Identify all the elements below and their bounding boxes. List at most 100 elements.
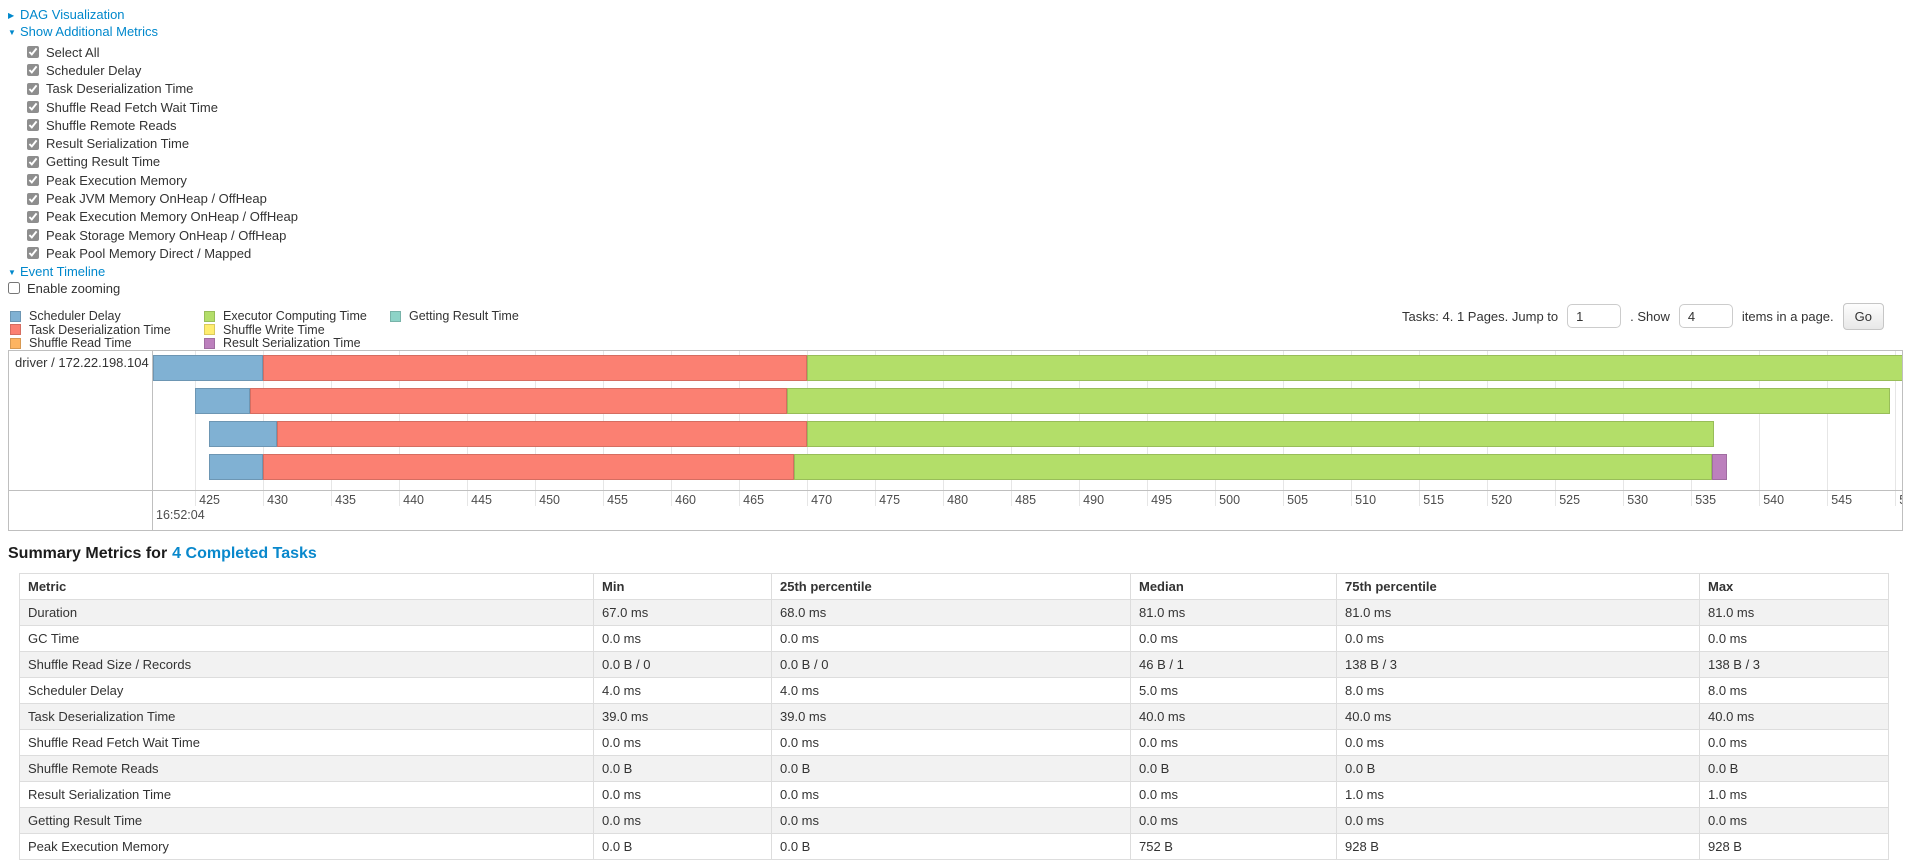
metric-value-cell: 0.0 ms [771, 780, 1131, 808]
metric-checkbox-label: Peak Storage Memory OnHeap / OffHeap [46, 227, 287, 243]
timeline-axis-tick-label: 440 [403, 492, 425, 507]
dag-visualization-toggle[interactable]: ▶ DAG Visualization [8, 6, 1903, 23]
metric-checkbox-label: Peak Execution Memory OnHeap / OffHeap [46, 209, 298, 225]
metric-checkbox[interactable] [27, 247, 39, 260]
expanded-arrow-icon: ▼ [8, 28, 16, 37]
timeline-bar-segment-executor-computing[interactable] [807, 354, 1902, 381]
timeline-bar-segment-executor-computing[interactable] [786, 387, 1890, 414]
summary-column-header: Median [1130, 572, 1337, 600]
metric-value-cell: 81.0 ms [1336, 598, 1700, 626]
timeline-gridline [263, 350, 265, 490]
metric-checkbox[interactable] [27, 155, 39, 168]
metric-name-cell: Shuffle Read Fetch Wait Time [19, 728, 594, 756]
timeline-gridline [399, 350, 401, 490]
table-row: Getting Result Time 0.0 ms 0.0 ms 0.0 ms 0.0… [19, 806, 1889, 834]
metric-checkbox[interactable] [27, 82, 39, 95]
table-row: Shuffle Read Size / Records 0.0 B / 0 0.0 … [19, 650, 1889, 678]
legend-color-swatch [204, 324, 215, 336]
metric-checkbox-label: Shuffle Remote Reads [46, 117, 177, 133]
timeline-axis-tick-label: 480 [947, 492, 969, 507]
timeline-gridline [1351, 350, 1353, 490]
timeline-gridline [1827, 350, 1829, 490]
metric-checkbox[interactable] [27, 229, 39, 242]
legend-column: Executor Computing Time Shuffle Write Tim… [204, 309, 390, 350]
table-row: Shuffle Remote Reads 0.0 B 0.0 B 0.0 B 0.0 B… [19, 754, 1889, 782]
metric-checkbox-label: Result Serialization Time [46, 136, 190, 152]
timeline-bar-segment-scheduler-delay[interactable] [208, 420, 277, 447]
legend-item: Result Serialization Time [204, 336, 390, 350]
additional-metrics-toggle[interactable]: ▼ Show Additional Metrics [8, 23, 1903, 40]
additional-metrics-checkbox-list: Select All Scheduler Delay Task Deserializ… [8, 43, 1903, 263]
metric-value-cell: 0.0 ms [1699, 624, 1889, 652]
timeline-bar-segment-task-deserialization[interactable] [263, 453, 794, 480]
metric-checkbox[interactable] [27, 101, 39, 114]
task-pagination: Tasks: 4. 1 Pages. Jump to . Show items … [1402, 302, 1884, 330]
metric-value-cell: 0.0 ms [593, 728, 772, 756]
enable-zooming-label: Enable zooming [27, 280, 121, 296]
timeline-axis-tick [739, 490, 741, 506]
metric-value-cell: 0.0 ms [1130, 728, 1337, 756]
summary-column-header: Max [1699, 572, 1889, 600]
timeline-bar-segment-task-deserialization[interactable] [249, 387, 787, 414]
timeline-gridline [671, 350, 673, 490]
summary-column-header: Metric [19, 572, 594, 600]
metric-checkbox[interactable] [27, 64, 39, 77]
timeline-axis-tick [1487, 490, 1489, 506]
completed-tasks-link[interactable]: 4 Completed Tasks [172, 544, 317, 562]
metric-checkbox[interactable] [27, 46, 39, 59]
timeline-axis-tick-label: 450 [539, 492, 561, 507]
metric-value-cell: 0.0 ms [1130, 806, 1337, 834]
timeline-axis-tick [195, 490, 197, 506]
timeline-axis-tick-label: 510 [1355, 492, 1377, 507]
metric-checkbox[interactable] [27, 192, 39, 205]
metric-value-cell: 39.0 ms [593, 702, 772, 730]
metric-checkbox[interactable] [27, 210, 39, 223]
legend-item-label: Scheduler Delay [29, 309, 121, 324]
legend-item: Shuffle Write Time [204, 323, 390, 337]
timeline-bar-segment-task-deserialization[interactable] [263, 354, 808, 381]
timeline-gridline [1895, 350, 1897, 490]
enable-zooming-checkbox[interactable] [8, 282, 20, 295]
timeline-axis-tick [1623, 490, 1625, 506]
metric-name-cell: Task Deserialization Time [19, 702, 594, 730]
timeline-axis-tick [1011, 490, 1013, 506]
timeline-gridline [1215, 350, 1217, 490]
table-row: Task Deserialization Time 39.0 ms 39.0 ms 4… [19, 702, 1889, 730]
timeline-axis-tick-label: 465 [743, 492, 765, 507]
timeline-axis-tick-label: 515 [1423, 492, 1445, 507]
timeline-bar-segment-result-serialization[interactable] [1711, 453, 1727, 480]
table-row: Peak Execution Memory 0.0 B 0.0 B 752 B 928 … [19, 832, 1889, 860]
items-per-page-input[interactable] [1678, 304, 1733, 329]
additional-metrics-link[interactable]: Show Additional Metrics [20, 24, 159, 39]
timeline-axis-tick-label: 470 [811, 492, 833, 507]
event-timeline-toggle[interactable]: ▼ Event Timeline [8, 263, 1903, 280]
timeline-axis-tick-label: 430 [267, 492, 289, 507]
metric-value-cell: 8.0 ms [1699, 676, 1889, 704]
timeline-bar-segment-scheduler-delay[interactable] [153, 354, 264, 381]
go-button[interactable]: Go [1842, 302, 1884, 330]
metric-checkbox-label: Getting Result Time [46, 154, 161, 170]
metric-value-cell: 68.0 ms [771, 598, 1131, 626]
legend-color-swatch [10, 310, 21, 322]
timeline-axis-line [9, 489, 1902, 491]
jump-to-page-input[interactable] [1567, 304, 1622, 329]
dag-visualization-link[interactable]: DAG Visualization [20, 7, 125, 22]
metric-checkbox[interactable] [27, 137, 39, 150]
timeline-bar-segment-task-deserialization[interactable] [276, 420, 808, 447]
metric-checkbox[interactable] [27, 119, 39, 132]
event-timeline-link[interactable]: Event Timeline [20, 263, 106, 279]
timeline-bar-segment-scheduler-delay[interactable] [195, 387, 250, 414]
timeline-bar-segment-executor-computing[interactable] [793, 453, 1712, 480]
metric-checkbox-item: Shuffle Remote Reads [27, 116, 1903, 134]
legend-color-swatch [10, 337, 21, 349]
metric-value-cell: 0.0 B [593, 754, 772, 782]
metric-checkbox[interactable] [27, 174, 39, 187]
timeline-bar-segment-executor-computing[interactable] [807, 420, 1715, 447]
metric-checkbox-item: Peak Storage Memory OnHeap / OffHeap [27, 226, 1903, 244]
timeline-bar-segment-scheduler-delay[interactable] [208, 453, 264, 480]
legend-item: Getting Result Time [390, 309, 519, 323]
metric-value-cell: 8.0 ms [1336, 676, 1700, 704]
timeline-gridline [1147, 350, 1149, 490]
timeline-label-column-divider [152, 350, 153, 530]
metric-name-cell: Peak Execution Memory [19, 832, 594, 860]
